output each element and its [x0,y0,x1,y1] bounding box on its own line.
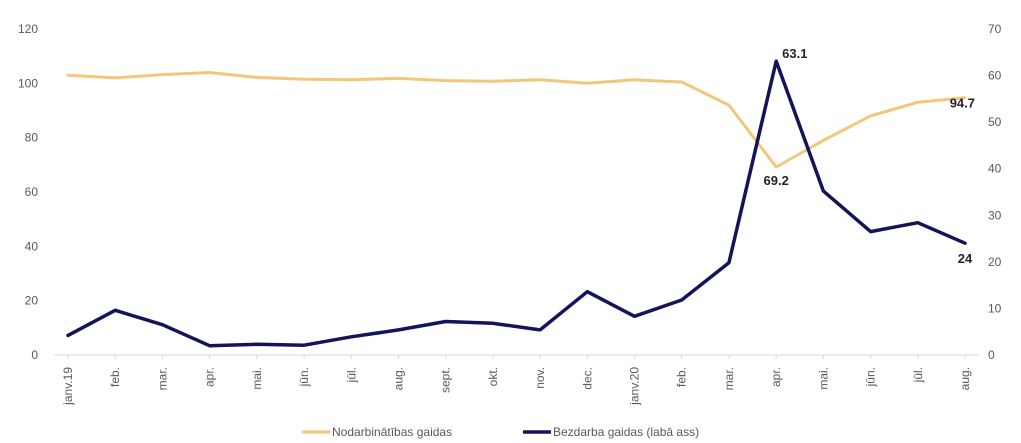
x-tick-label: feb. [675,367,689,387]
x-tick-label: mai. [250,367,264,390]
x-tick-label: jūl. [344,367,358,383]
y-right-tick-label: 60 [988,69,1002,83]
series-lines [66,59,967,348]
y-right-tick-label: 20 [988,255,1002,269]
x-tick-label: sept. [439,367,453,393]
y-right-tick-label: 50 [988,115,1002,129]
y-left-tick-label: 60 [25,185,39,199]
x-tick-label: mai. [816,367,830,390]
x-tick-label: okt. [486,367,500,386]
data-label: 63.1 [782,46,807,61]
y-right-tick-label: 70 [988,22,1002,36]
axes: 0 20 40 60 80 100 120 0 10 20 30 40 50 60 70 janv.19 feb… [18,22,1002,406]
y-right-tick-label: 0 [988,348,995,362]
y-left-tick-label: 100 [18,76,38,90]
y-left-tick-label: 20 [25,294,39,308]
x-tick-label: janv.20 [628,367,642,406]
y-left-tick-label: 40 [25,239,39,253]
x-tick-label: apr. [203,367,217,387]
y-right-tick-label: 30 [988,208,1002,222]
x-tick-label: apr. [769,367,783,387]
x-tick-label: mar. [722,367,736,390]
data-label: 24 [958,251,973,266]
x-tick-label: aug. [958,367,972,390]
series-line-1 [66,59,967,348]
x-tick-label: aug. [391,367,405,390]
y-left-tick-label: 80 [25,131,39,145]
y-left-tick-label: 0 [31,348,38,362]
x-tick-label: jūn. [297,367,311,387]
series-line-0 [66,71,967,169]
legend-label: Bezdarba gaidas (labā ass) [553,425,699,439]
data-label: 69.2 [764,173,789,188]
x-tick-label: janv.19 [61,367,75,406]
x-tick-label: nov. [533,367,547,389]
data-labels: 63.1 69.2 94.7 24 [764,46,975,266]
y-left-tick-label: 120 [18,22,38,36]
x-tick-label: dec. [580,367,594,390]
y-right-tick-label: 40 [988,162,1002,176]
x-tick-label: feb. [108,367,122,387]
legend-label: Nodarbinātības gaidas [332,425,452,439]
legend: Nodarbinātības gaidas Bezdarba gaidas (la… [302,425,699,439]
x-tick-label: jūl. [911,367,925,383]
y-right-tick-label: 10 [988,301,1002,315]
x-tick-label: mar. [155,367,169,390]
data-label: 94.7 [950,96,975,111]
x-tick-label: jūn. [864,367,878,387]
